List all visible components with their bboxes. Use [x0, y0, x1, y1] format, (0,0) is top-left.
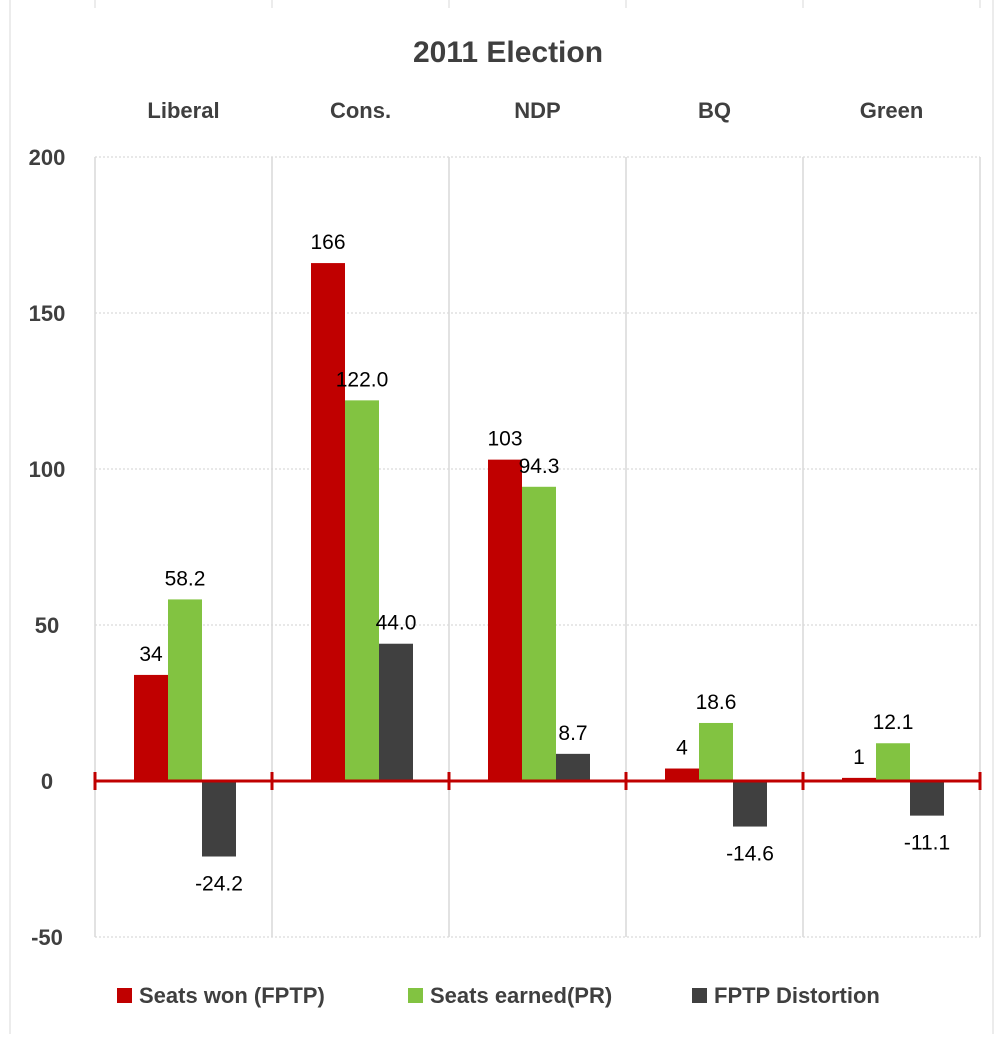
data-label: 12.1 — [873, 711, 914, 734]
category-labels: Liberal Cons. NDP BQ Green — [147, 98, 923, 123]
bar — [134, 674, 168, 781]
bar — [168, 599, 202, 781]
legend-swatch — [117, 988, 132, 1003]
category-label: Cons. — [330, 98, 391, 123]
category-label: Liberal — [147, 98, 219, 123]
gridlines — [94, 156, 981, 938]
legend-label: Seats won (FPTP) — [139, 983, 325, 1008]
bar — [876, 743, 910, 781]
y-tick-label: 50 — [35, 613, 59, 638]
legend-label: FPTP Distortion — [714, 983, 880, 1008]
bar — [842, 777, 876, 781]
category-label: BQ — [698, 98, 731, 123]
data-label: 18.6 — [696, 691, 737, 714]
y-tick-label: 150 — [29, 301, 66, 326]
bars — [134, 263, 944, 857]
legend-swatch — [408, 988, 423, 1003]
data-label: 58.2 — [165, 567, 206, 590]
category-label: NDP — [514, 98, 560, 123]
y-axis-tick-labels: 200 150 100 50 0 -50 — [29, 145, 66, 950]
data-label: 8.7 — [558, 722, 587, 745]
data-label: 44.0 — [376, 612, 417, 635]
data-label: -14.6 — [726, 843, 774, 866]
data-label: 4 — [676, 737, 688, 760]
chart-title: 2011 Election — [413, 36, 603, 69]
bar — [488, 459, 522, 781]
bar — [311, 263, 345, 782]
y-tick-label: 200 — [29, 145, 66, 170]
data-label: 122.0 — [336, 368, 389, 391]
y-tick-label: -50 — [31, 925, 63, 950]
data-label: 166 — [310, 231, 345, 254]
data-label: 103 — [487, 428, 522, 451]
data-label: 1 — [853, 746, 865, 769]
chart-border — [9, 0, 994, 1034]
bar — [202, 781, 236, 857]
data-label: 34 — [139, 643, 163, 666]
data-labels: 34 58.2 -24.2 166 122.0 44.0 103 94.3 8.7 4 18.6 -1… — [139, 231, 950, 895]
data-label: -11.1 — [904, 832, 950, 855]
bar — [379, 643, 413, 781]
bar — [910, 781, 944, 816]
category-label: Green — [860, 98, 924, 123]
bar — [522, 486, 556, 781]
legend-label: Seats earned(PR) — [430, 983, 612, 1008]
bar — [733, 781, 767, 827]
data-label: 94.3 — [519, 455, 560, 478]
bar — [665, 768, 699, 781]
y-tick-label: 0 — [41, 769, 53, 794]
y-tick-label: 100 — [29, 457, 66, 482]
bar — [699, 722, 733, 781]
legend: Seats won (FPTP) Seats earned(PR) FPTP Dis… — [117, 983, 880, 1008]
bar — [556, 753, 590, 781]
bar — [345, 400, 379, 781]
legend-swatch — [692, 988, 707, 1003]
zero-axis — [93, 772, 982, 790]
data-label: -24.2 — [195, 873, 243, 896]
